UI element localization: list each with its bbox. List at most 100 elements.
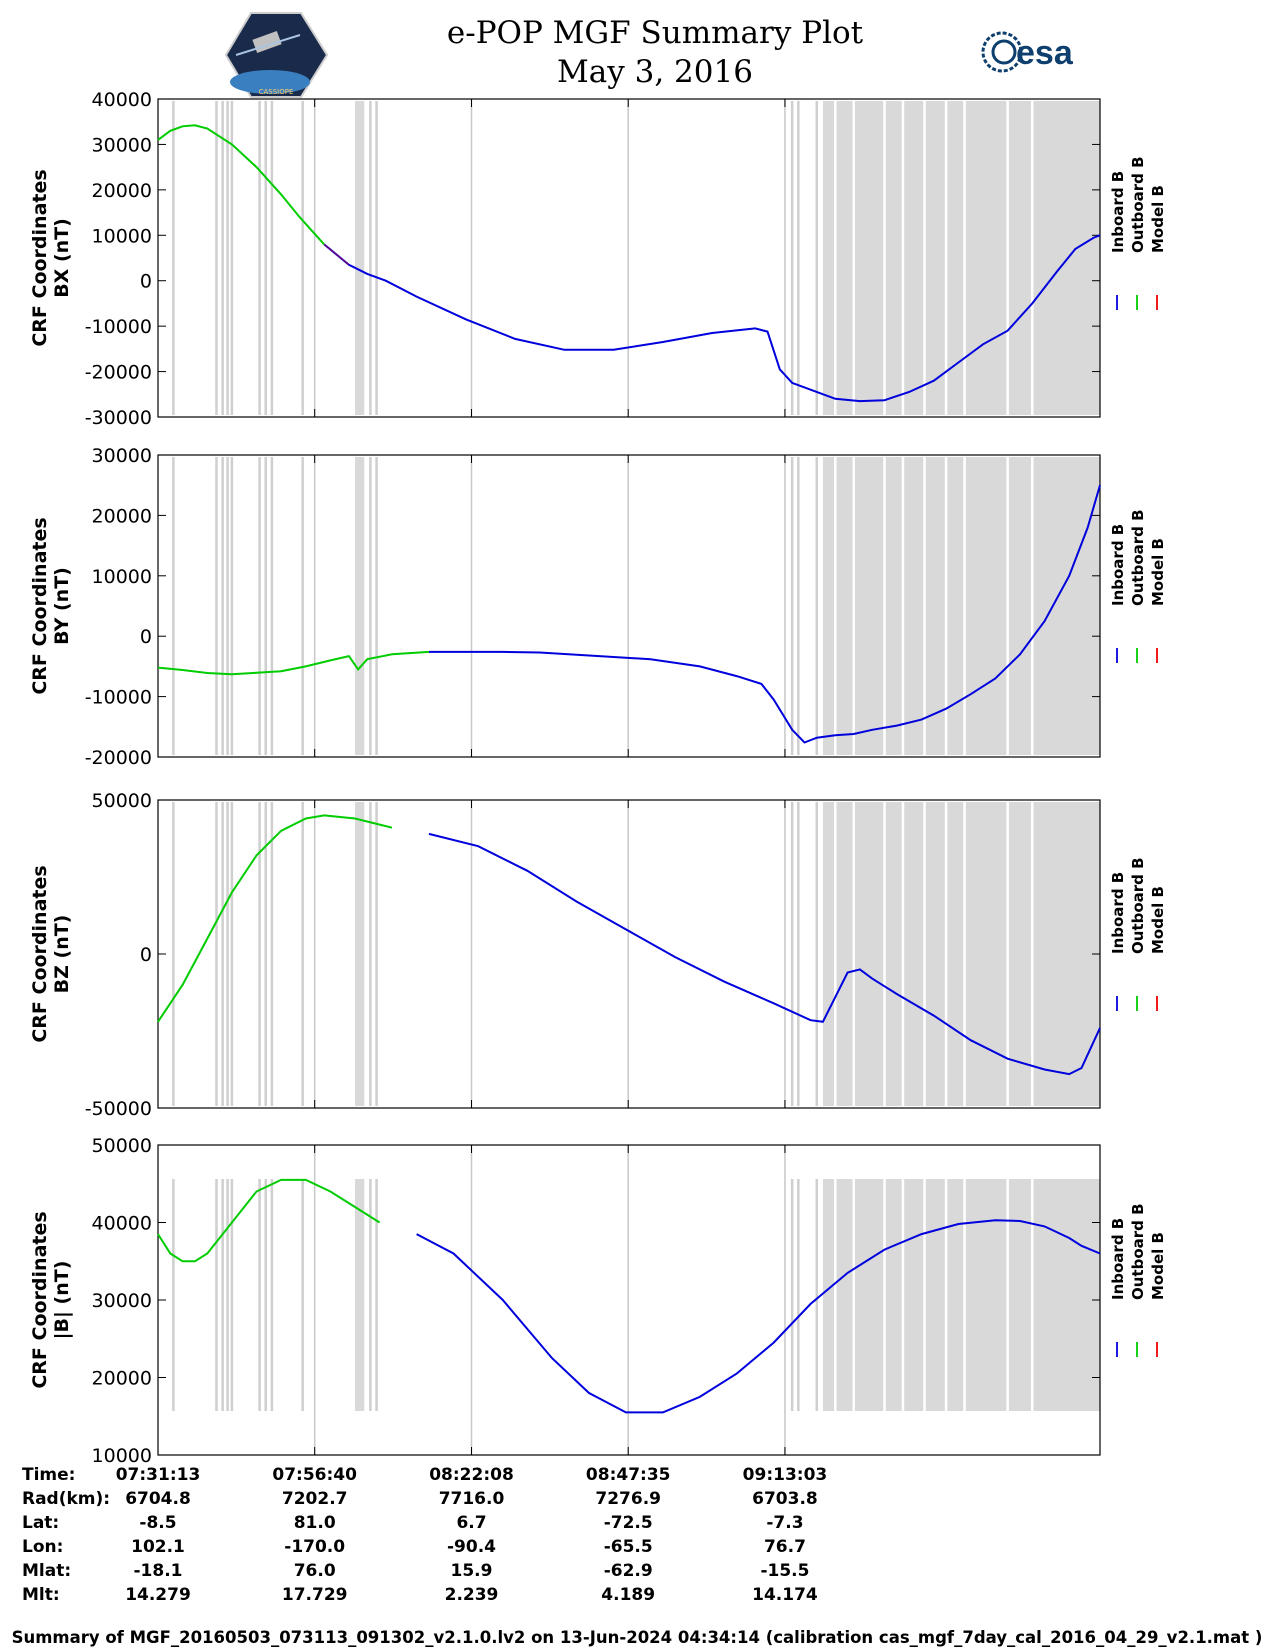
plot-frame [157, 454, 1101, 758]
y-tick-label: 10000 [92, 566, 152, 588]
legend-label: Model B [1149, 886, 1167, 954]
gap-band [355, 101, 365, 415]
y-axis-label: CRF Coordinates [29, 865, 51, 1042]
table-row-label: Time: [22, 1465, 75, 1485]
y-tick-label: 40000 [92, 89, 152, 111]
series-line-inboard [416, 1219, 1101, 1414]
table-cell: -72.5 [604, 1513, 653, 1533]
table-cell: 81.0 [294, 1513, 336, 1533]
series-line-outboard [157, 1178, 381, 1263]
esa-logo-text: esa [1016, 34, 1074, 72]
legend-label: Outboard B [1129, 156, 1147, 253]
legend-label: Inboard B [1109, 872, 1127, 954]
legend-label: Outboard B [1129, 1203, 1147, 1300]
y-axis-label: CRF Coordinates [29, 1211, 51, 1388]
table-row-label: Lon: [22, 1537, 63, 1557]
cassiope-logo-text: CASSIOPE [259, 88, 294, 96]
title-line-2: May 3, 2016 [557, 54, 753, 90]
y-tick-label: 10000 [92, 225, 152, 247]
y-tick-label: -20000 [85, 747, 152, 769]
esa-logo: esa [981, 31, 1074, 73]
plot-frame [157, 98, 1101, 418]
table-cell: -8.5 [139, 1513, 176, 1533]
table-cell: 08:22:08 [429, 1465, 514, 1485]
title-line-1: e-POP MGF Summary Plot [447, 15, 864, 51]
table-cell: 14.279 [125, 1585, 191, 1605]
y-tick-label: -10000 [85, 687, 152, 709]
table-row-label: Mlt: [22, 1585, 60, 1605]
table-cell: -170.0 [284, 1537, 345, 1557]
table-cell: 07:56:40 [272, 1465, 357, 1485]
y-tick-label: 20000 [92, 505, 152, 527]
gap-band [355, 457, 365, 755]
table-cell: 6704.8 [125, 1489, 191, 1509]
table-cell: 76.7 [764, 1537, 806, 1557]
series-line-inboard [428, 832, 1101, 1076]
series-line-inboard [428, 484, 1101, 744]
table-cell: 09:13:03 [743, 1465, 828, 1485]
y-tick-label: 0 [140, 944, 152, 966]
table-cell: 08:47:35 [586, 1465, 671, 1485]
legend-label: Inboard B [1109, 524, 1127, 606]
y-tick-label: 20000 [92, 1368, 152, 1390]
y-tick-label: 30000 [92, 134, 152, 156]
footer-caption: Summary of MGF_20160503_073113_091302_v2… [12, 1628, 1263, 1647]
legend-label: Model B [1149, 538, 1167, 606]
legend-label: Inboard B [1109, 1218, 1127, 1300]
table-cell: 7716.0 [439, 1489, 505, 1509]
table-cell: -18.1 [134, 1561, 183, 1581]
legend-label: Inboard B [1109, 171, 1127, 253]
y-tick-label: -20000 [85, 362, 152, 384]
table-cell: 14.174 [752, 1585, 818, 1605]
y-axis-label: CRF Coordinates [29, 517, 51, 694]
table-cell: -15.5 [760, 1561, 809, 1581]
cassiope-logo: CASSIOPE [224, 12, 329, 98]
y-axis-label-unit: BX (nT) [51, 218, 73, 298]
table-cell: -90.4 [447, 1537, 496, 1557]
orbit-table: Time: Rad(km): Lat: Lon: Mlat: Mlt: 07:31:13 67… [22, 1465, 827, 1605]
table-cell: -65.5 [604, 1537, 653, 1557]
gap-band-dense [822, 802, 1100, 1106]
gap-band-dense [822, 457, 1100, 755]
y-tick-label: 30000 [92, 1290, 152, 1312]
legend-label: Model B [1149, 1232, 1167, 1300]
y-tick-label: -50000 [85, 1098, 152, 1120]
table-cell: 6703.8 [752, 1489, 818, 1509]
y-axis-label-unit: BZ (nT) [51, 915, 73, 994]
y-tick-label: -30000 [85, 407, 152, 429]
table-cell: 7202.7 [282, 1489, 348, 1509]
series-line-outboard [157, 650, 429, 676]
series-line-outboard [157, 814, 393, 1023]
table-cell: 102.1 [131, 1537, 185, 1557]
y-tick-label: 0 [140, 271, 152, 293]
table-cell: 4.189 [601, 1585, 655, 1605]
series-line-model [323, 244, 350, 266]
plot-panels: -30000 -20000 -10000 0 10000 20000 30000 40000 C… [29, 89, 1167, 1467]
y-tick-label: 20000 [92, 180, 152, 202]
table-cell: 15.9 [451, 1561, 493, 1581]
legend-label: Outboard B [1129, 857, 1147, 954]
y-tick-label: 50000 [92, 790, 152, 812]
series-line-outboard [157, 124, 325, 246]
legend-label: Model B [1149, 185, 1167, 253]
panel-1: -30000 -20000 -10000 0 10000 20000 30000 40000 C… [29, 89, 1167, 429]
y-tick-label: 40000 [92, 1213, 152, 1235]
table-row-label: Lat: [22, 1513, 59, 1533]
y-axis-label-unit: |B| (nT) [51, 1261, 73, 1340]
table-cell: 76.0 [294, 1561, 336, 1581]
table-cell: 2.239 [445, 1585, 499, 1605]
gap-band [355, 1179, 365, 1411]
table-row-label: Mlat: [22, 1561, 71, 1581]
gap-band [355, 802, 365, 1106]
table-cell: 07:31:13 [116, 1465, 201, 1485]
y-axis-label-unit: BY (nT) [51, 567, 73, 645]
panel-3: -50000 0 50000 CRF Coordinates BZ (nT) Inboar… [29, 790, 1167, 1120]
table-cell: 7276.9 [595, 1489, 661, 1509]
y-tick-label: -10000 [85, 316, 152, 338]
table-cell: -7.3 [766, 1513, 803, 1533]
y-axis-label: CRF Coordinates [29, 169, 51, 346]
gap-band-dense [822, 101, 1100, 415]
series-line-inboard [323, 234, 1101, 403]
y-tick-label: 10000 [92, 1445, 152, 1467]
